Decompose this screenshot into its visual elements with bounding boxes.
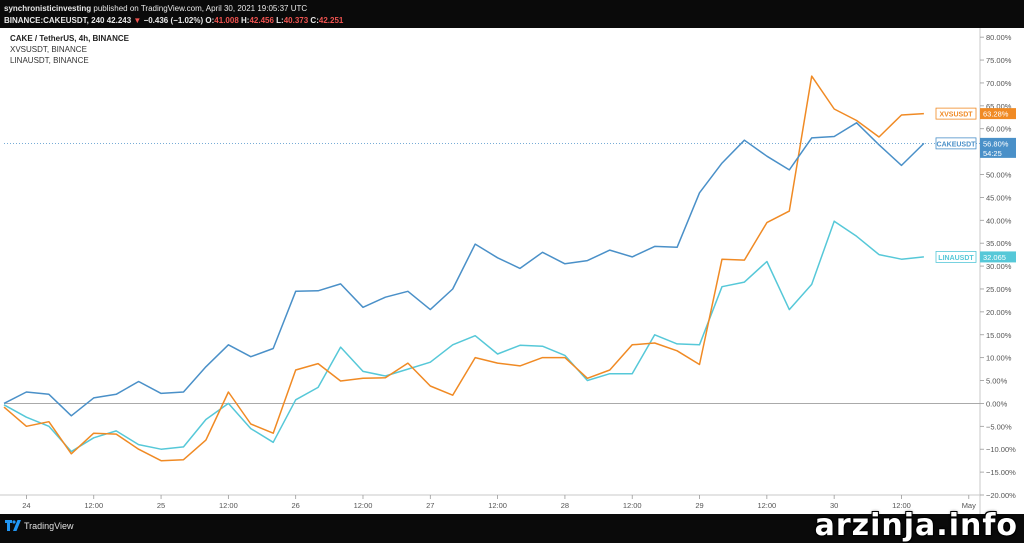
chart-header: synchronisticinvesting published on Trad…	[0, 0, 1024, 28]
x-tick-label: 29	[695, 501, 703, 510]
y-tick-label: 75.00%	[986, 56, 1012, 65]
legend-series-lina[interactable]: LINAUSDT, BINANCE	[10, 56, 89, 65]
y-tick-label: 10.00%	[986, 354, 1012, 363]
footer-brand[interactable]: TradingView	[24, 521, 74, 531]
x-tick-label: 28	[561, 501, 569, 510]
series-line-cake[interactable]	[3, 122, 925, 417]
last-price: 42.243	[106, 16, 132, 25]
low-value: 40.373	[283, 16, 309, 25]
legend-main-symbol[interactable]: CAKE / TetherUS, 4h, BINANCE	[10, 34, 129, 43]
y-tick-label: 5.00%	[986, 377, 1008, 386]
y-tick-label: 80.00%	[986, 33, 1012, 42]
down-arrow-icon: ▼	[133, 16, 142, 25]
open-value: 41.008	[214, 16, 239, 25]
symbol-label: BINANCE:CAKEUSDT, 240	[4, 16, 105, 25]
x-tick-label: 12:00	[354, 501, 373, 510]
footer: TradingView	[0, 514, 1024, 538]
x-tick-label: 12:00	[623, 501, 642, 510]
published-text: published on TradingView.com, April 30, …	[93, 4, 308, 13]
x-tick-label: 25	[157, 501, 165, 510]
y-tick-label: 50.00%	[986, 171, 1012, 180]
y-tick-label: 45.00%	[986, 193, 1012, 202]
legend-series-xvs[interactable]: XVSUSDT, BINANCE	[10, 45, 87, 54]
x-tick-label: 12:00	[219, 501, 238, 510]
bar-countdown-label: 54:25	[983, 149, 1002, 158]
series-line-lina[interactable]	[3, 220, 924, 453]
close-label: C:	[310, 16, 319, 25]
x-tick-label: 12:00	[757, 501, 776, 510]
y-tick-label: −5.00%	[986, 422, 1012, 431]
y-tick-label: −15.00%	[986, 468, 1016, 477]
y-tick-label: 40.00%	[986, 216, 1012, 225]
y-tick-label: −20.00%	[986, 491, 1016, 500]
price-change: −0.436 (−1.02%)	[143, 16, 204, 25]
x-tick-label: 12:00	[84, 501, 103, 510]
y-tick-label: 60.00%	[986, 125, 1012, 134]
x-tick-label: 24	[22, 501, 30, 510]
last-value-tag-cake	[980, 137, 1016, 158]
publisher-name[interactable]: synchronisticinvesting	[4, 4, 92, 13]
x-tick-label: 30	[830, 501, 838, 510]
series-name-label-lina: LINAUSDT	[938, 255, 974, 262]
x-tick-label: 12:00	[488, 501, 507, 510]
ohlc-line: BINANCE:CAKEUSDT, 240 42.243 ▼ −0.436 (−…	[4, 15, 343, 26]
y-tick-label: 35.00%	[986, 239, 1012, 248]
x-tick-label: 27	[426, 501, 434, 510]
chart-area[interactable]: −20.00% −15.00% −10.00% −5.00% 0.00% 5.00% 10.…	[0, 28, 1024, 514]
series-name-label-xvs: XVSUSDT	[939, 112, 973, 119]
last-value-label-lina: 32.065	[983, 253, 1006, 262]
open-label: O:	[205, 16, 215, 25]
y-tick-label: 65.00%	[986, 102, 1012, 111]
series-line-xvs[interactable]	[3, 75, 924, 462]
y-tick-label: 25.00%	[986, 285, 1012, 294]
line-chart[interactable]: −20.00% −15.00% −10.00% −5.00% 0.00% 5.00% 10.…	[0, 28, 1024, 514]
last-value-label-xvs: 63.28%	[983, 110, 1009, 119]
series-name-tag-cake	[935, 137, 977, 150]
y-tick-label: −10.00%	[986, 445, 1016, 454]
last-value-tag-lina	[980, 251, 1016, 263]
last-value-label-cake: 56.80%	[983, 139, 1009, 148]
y-tick-label: 30.00%	[986, 262, 1012, 271]
publish-line: synchronisticinvesting published on Trad…	[4, 3, 307, 14]
watermark: arzinja.info	[814, 508, 1018, 543]
chart-legend: CAKE / TetherUS, 4h, BINANCE XVSUSDT, BI…	[10, 33, 129, 66]
series-name-tag-lina	[935, 251, 977, 263]
high-label: H:	[241, 16, 250, 25]
close-value: 42.251	[318, 16, 344, 25]
low-label: L:	[276, 16, 284, 25]
x-tick-label: May	[962, 501, 976, 510]
series-name-label-cake: CAKEUSDT	[937, 141, 977, 148]
tradingview-logo-icon	[5, 520, 21, 531]
high-value: 42.456	[249, 16, 274, 25]
y-tick-label: 0.00%	[986, 399, 1008, 408]
y-tick-label: 70.00%	[986, 79, 1012, 88]
y-tick-label: 20.00%	[986, 308, 1012, 317]
x-tick-label: 12:00	[892, 501, 911, 510]
x-tick-label: 26	[292, 501, 300, 510]
series-name-tag-xvs	[935, 107, 977, 120]
last-value-tag-xvs	[980, 108, 1016, 120]
y-tick-label: 15.00%	[986, 331, 1012, 340]
